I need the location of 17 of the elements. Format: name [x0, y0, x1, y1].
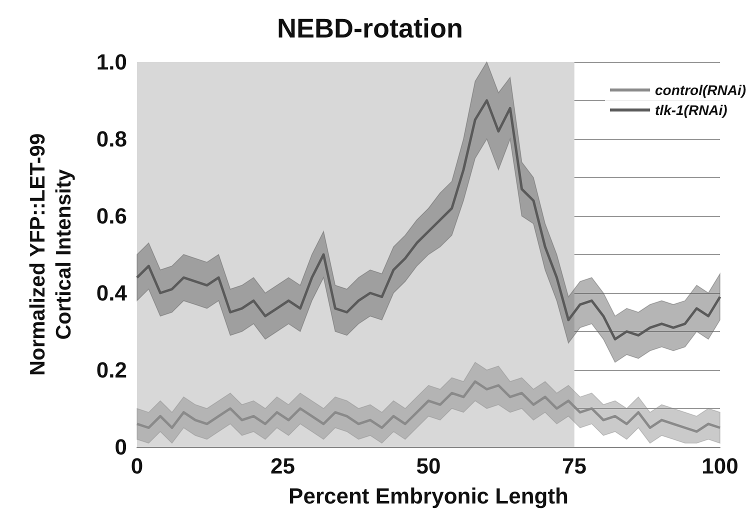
y-tick-label: 0.6	[96, 204, 127, 228]
x-tick-label: 25	[270, 454, 295, 478]
legend-label: tlk-1(RNAi)	[655, 102, 728, 118]
x-tick-label: 100	[702, 454, 738, 478]
x-axis-title: Percent Embryonic Length	[288, 484, 568, 508]
y-axis-title: Normalized YFP::LET-99 Cortical Intensity	[26, 133, 76, 376]
x-tick-label: 75	[562, 454, 586, 478]
legend-label: control(RNAi)	[655, 82, 746, 98]
y-tick-label: 1.0	[96, 50, 127, 74]
y-tick-label: 0.8	[96, 126, 127, 152]
y-tick-label: 0.2	[96, 358, 127, 382]
chart-title: NEBD-rotation	[277, 14, 463, 44]
x-tick-label: 0	[130, 454, 144, 478]
y-tick-label: 0.4	[96, 280, 128, 306]
y-tick-label: 0	[114, 434, 127, 460]
x-tick-label: 50	[416, 454, 441, 478]
line-series	[136, 380, 722, 433]
